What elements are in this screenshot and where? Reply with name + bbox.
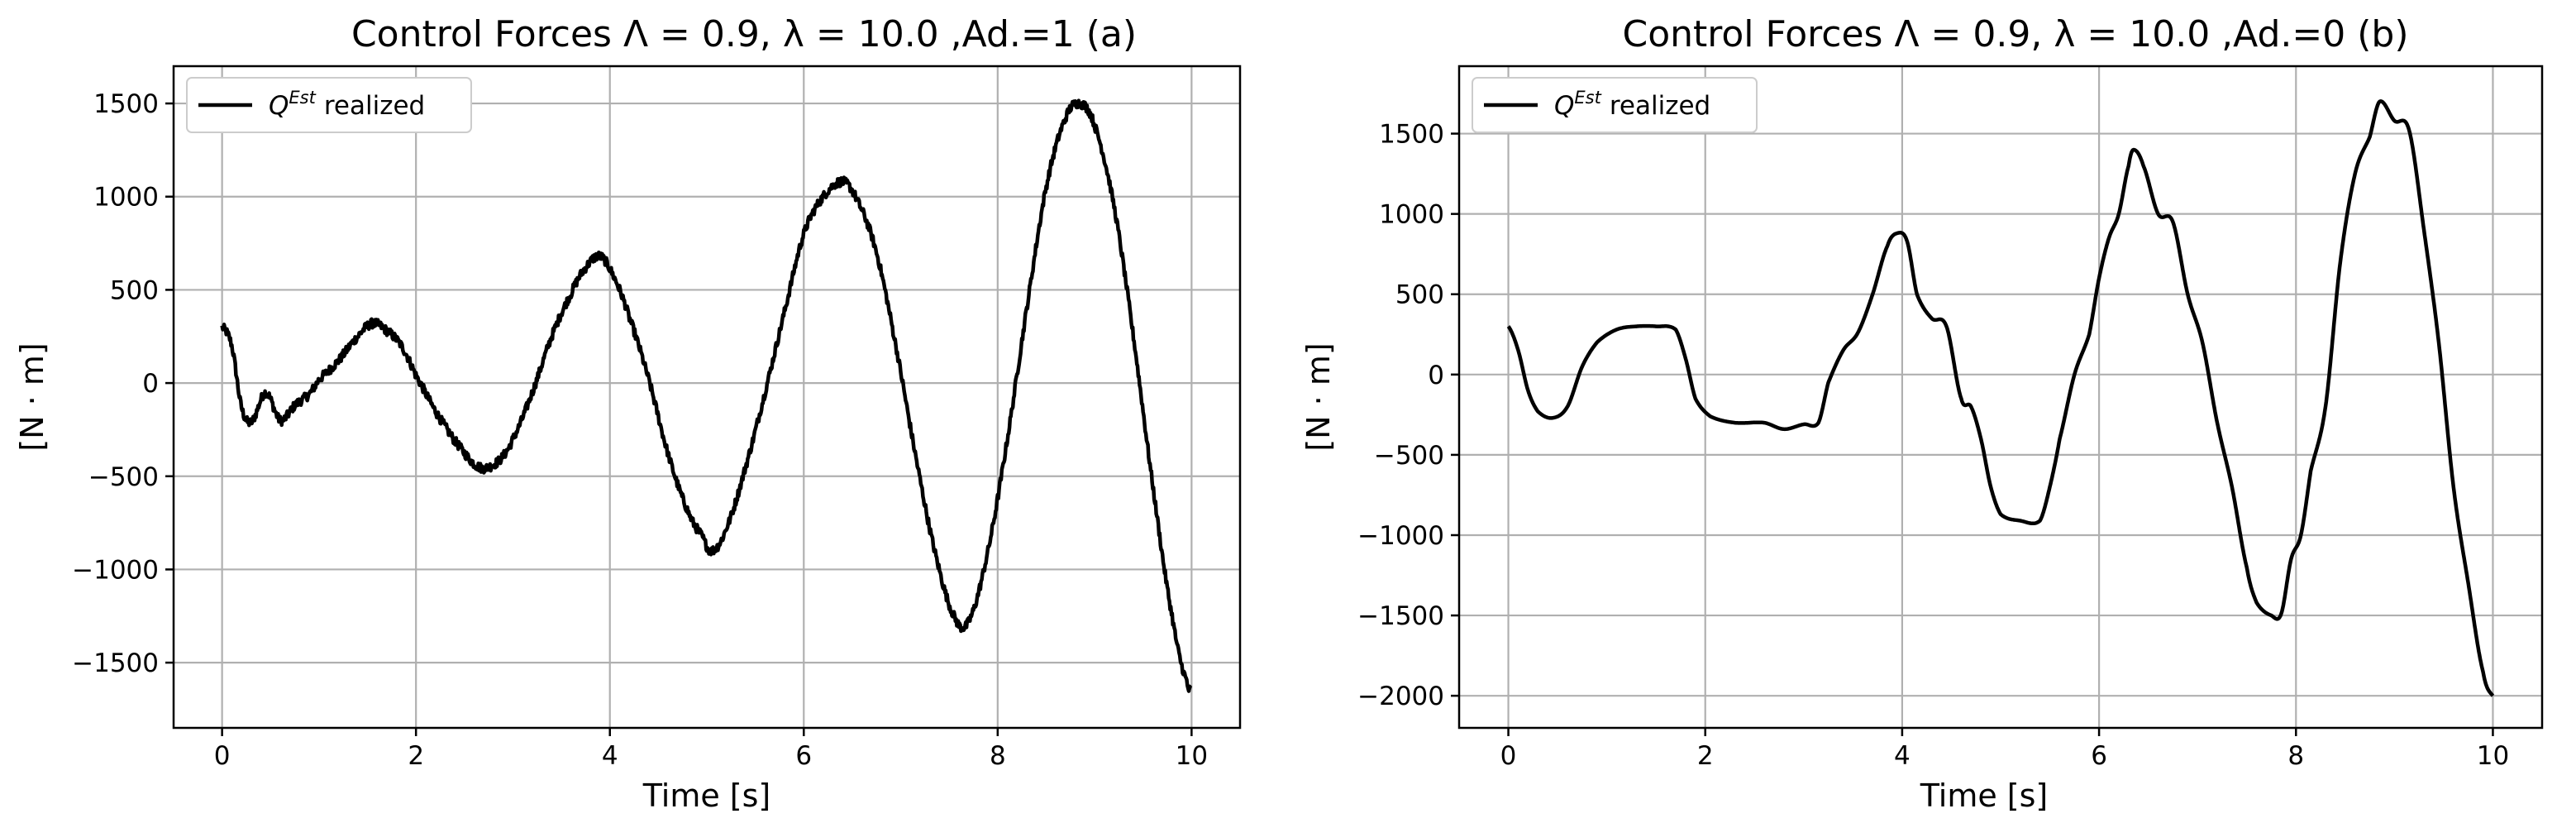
y-tick-label: 1500 — [1379, 120, 1444, 150]
x-tick-label: 4 — [602, 741, 618, 771]
x-tick-label: 6 — [795, 741, 812, 771]
legend-label-sup: Est — [289, 88, 316, 108]
series-line — [220, 98, 1193, 693]
y-tick-label: −1000 — [72, 555, 159, 585]
legend-box — [1472, 77, 1758, 133]
x-axis-label: Time [s] — [642, 778, 771, 814]
y-tick-label: −500 — [88, 462, 159, 492]
y-tick-label: 1000 — [93, 183, 159, 213]
legend-label: QEst realized — [1554, 88, 1710, 121]
x-tick-label: 0 — [214, 741, 231, 771]
legend: QEst realized — [186, 77, 472, 133]
plot-area-frame — [172, 65, 1242, 730]
legend: QEst realized — [1472, 77, 1758, 133]
y-tick-label: −2000 — [1357, 682, 1444, 711]
x-tick-label: 6 — [2091, 741, 2107, 771]
y-tick-label: −500 — [1374, 441, 1444, 471]
legend-label-sup: Est — [1574, 88, 1601, 108]
series-line — [1506, 99, 2495, 697]
legend-box — [186, 77, 472, 133]
y-tick-label: 0 — [142, 369, 159, 399]
y-tick-label: −1500 — [72, 648, 159, 678]
chart-title: Control Forces Λ = 0.9, λ = 10.0 ,Ad.=0 … — [1622, 13, 2408, 55]
x-tick-label: 10 — [1176, 741, 1208, 771]
x-tick-label: 0 — [1500, 741, 1517, 771]
y-tick-label: 1000 — [1379, 200, 1444, 230]
x-tick-label: 4 — [1894, 741, 1911, 771]
y-tick-label: 0 — [1428, 361, 1444, 390]
legend-label-suffix: realized — [1610, 91, 1710, 121]
chart-title: Control Forces Λ = 0.9, λ = 10.0 ,Ad.=1 … — [351, 13, 1137, 55]
x-tick-label: 8 — [990, 741, 1006, 771]
legend-label-base: Q — [1554, 91, 1574, 121]
legend-label: QEst realized — [269, 88, 425, 121]
x-tick-label: 2 — [408, 741, 424, 771]
y-tick-label: 500 — [110, 275, 159, 305]
x-axis-label: Time [s] — [1920, 778, 2049, 814]
y-tick-label: 500 — [1395, 280, 1444, 310]
y-tick-label: 1500 — [93, 89, 159, 119]
y-axis-label: [N · m] — [1300, 342, 1337, 451]
legend-label-base: Q — [269, 91, 289, 121]
y-tick-label: −1000 — [1357, 521, 1444, 551]
plot-area-frame — [1457, 65, 2544, 730]
x-tick-label: 8 — [2287, 741, 2304, 771]
x-tick-label: 10 — [2477, 741, 2509, 771]
chart-panel-a: Control Forces Λ = 0.9, λ = 10.0 ,Ad.=1 … — [14, 13, 1242, 814]
legend-label-suffix: realized — [324, 91, 425, 121]
y-axis-label: [N · m] — [14, 342, 50, 451]
chart-panel-b: Control Forces Λ = 0.9, λ = 10.0 ,Ad.=0 … — [1300, 13, 2544, 814]
y-tick-label: −1500 — [1357, 601, 1444, 631]
x-tick-label: 2 — [1697, 741, 1714, 771]
